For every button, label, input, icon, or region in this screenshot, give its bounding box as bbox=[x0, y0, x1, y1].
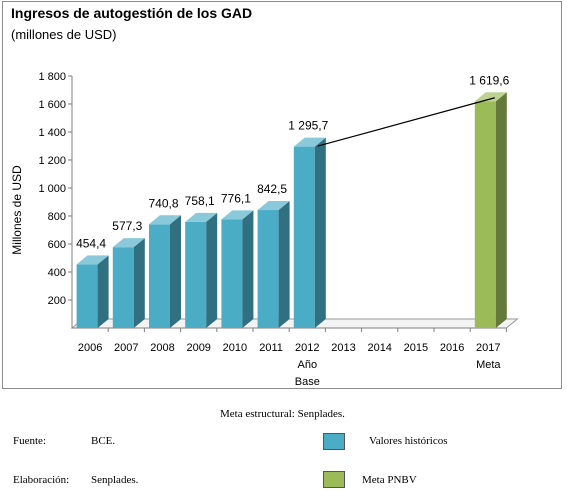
x-tick-label: 2014 bbox=[367, 342, 391, 354]
data-label: 1 619,6 bbox=[469, 73, 509, 87]
x-tick-label: 2007 bbox=[114, 342, 138, 354]
elaboracion-label: Elaboración: bbox=[13, 474, 70, 486]
y-axis-label: Millones de USD bbox=[10, 165, 24, 255]
bar-top bbox=[149, 215, 181, 225]
bar-front bbox=[257, 210, 279, 328]
bar-chart: Ingresos de autogestión de los GAD (mill… bbox=[10, 5, 519, 388]
data-label: 1 295,7 bbox=[288, 119, 328, 133]
bar-front bbox=[185, 221, 207, 328]
chart-subtitle: (millones de USD) bbox=[11, 27, 116, 42]
bar-side bbox=[278, 201, 290, 328]
bar-front bbox=[293, 146, 315, 328]
x-tick-sublabel: Año bbox=[298, 359, 318, 371]
bar-top bbox=[293, 137, 326, 147]
meta-estructural-note: Meta estructural: Senplades. bbox=[220, 408, 345, 420]
axes: 200 400 600 800 1 000 1 200 1 400 1 600 1 800 200… bbox=[38, 71, 519, 388]
bar-top bbox=[221, 210, 254, 220]
bar-top bbox=[76, 255, 109, 265]
elaboracion-value: Senplades. bbox=[91, 474, 139, 486]
bar-side bbox=[314, 137, 326, 328]
bar-front bbox=[474, 101, 496, 328]
y-tick-label: 1 600 bbox=[38, 99, 66, 111]
chart-frame: Ingresos de autogestión de los GAD (mill… bbox=[2, 1, 562, 389]
legend-label-historicos: Valores históricos bbox=[369, 435, 448, 447]
bar-front bbox=[149, 224, 170, 328]
x-tick-label: 2009 bbox=[186, 342, 210, 354]
y-tick-label: 200 bbox=[48, 295, 66, 307]
bar-front bbox=[112, 247, 134, 328]
y-tick-label: 1 000 bbox=[38, 183, 66, 195]
y-tick-label: 400 bbox=[48, 267, 66, 279]
legend-swatch-meta bbox=[323, 471, 345, 488]
legend-swatch-historicos bbox=[323, 433, 345, 450]
data-label: 577,3 bbox=[112, 219, 142, 233]
bar-top bbox=[474, 92, 507, 102]
x-tick-label: 2011 bbox=[259, 342, 283, 354]
x-tick-label: 2006 bbox=[78, 342, 102, 354]
x-tick-sublabel: Base bbox=[295, 376, 320, 388]
labels: 454,4 577,3 740,8 758,1 776,1 842,5 1 295,7 1 6… bbox=[76, 73, 510, 250]
bar-side bbox=[242, 210, 254, 328]
fuente-value: BCE. bbox=[91, 435, 116, 447]
data-label: 454,4 bbox=[76, 236, 106, 250]
x-tick-label: 2015 bbox=[404, 342, 428, 354]
x-tick-label: 2008 bbox=[150, 342, 174, 354]
bar-side bbox=[206, 212, 218, 328]
bar-front bbox=[76, 264, 98, 328]
x-tick-label: 2010 bbox=[223, 342, 247, 354]
y-tick-label: 1 400 bbox=[38, 127, 66, 139]
trend-line bbox=[317, 97, 495, 147]
bar-side bbox=[170, 215, 181, 328]
x-tick-label: 2013 bbox=[331, 342, 355, 354]
chart-title: Ingresos de autogestión de los GAD bbox=[11, 5, 252, 21]
x-tick-sublabel: Meta bbox=[476, 359, 501, 371]
bar-front bbox=[221, 219, 243, 328]
y-tick-label: 1 200 bbox=[38, 155, 66, 167]
legend-label-meta: Meta PNBV bbox=[362, 474, 417, 486]
x-tick-label: 2016 bbox=[440, 342, 464, 354]
y-tick-label: 600 bbox=[48, 239, 66, 251]
fuente-label: Fuente: bbox=[13, 435, 46, 447]
bar-side bbox=[97, 255, 109, 328]
x-tick-label: 2017 bbox=[476, 342, 500, 354]
y-tick-label: 800 bbox=[48, 211, 66, 223]
bar-side bbox=[495, 92, 507, 328]
bar-top bbox=[257, 201, 290, 211]
bars bbox=[76, 92, 507, 328]
data-label: 842,5 bbox=[257, 182, 287, 196]
bar-top bbox=[185, 212, 218, 222]
data-label: 740,8 bbox=[148, 196, 178, 210]
y-tick-label: 1 800 bbox=[38, 71, 66, 83]
bar-top bbox=[112, 238, 145, 248]
x-tick-label: 2012 bbox=[295, 342, 319, 354]
bar-side bbox=[133, 238, 145, 328]
data-label: 776,1 bbox=[221, 191, 251, 205]
data-label: 758,1 bbox=[185, 194, 215, 208]
